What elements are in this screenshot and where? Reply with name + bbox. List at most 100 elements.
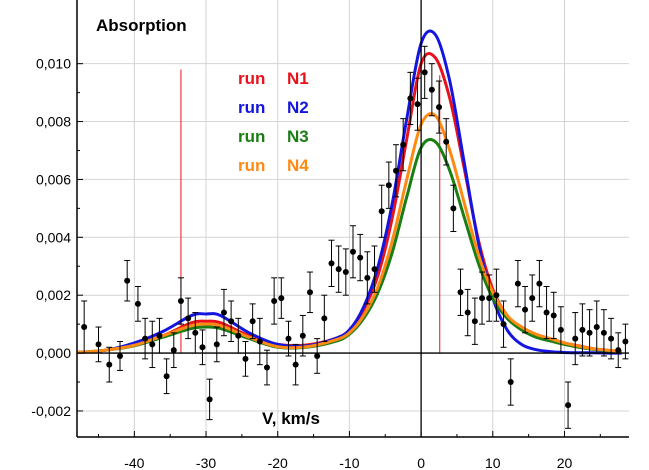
- x-tick-label: -20: [268, 455, 288, 470]
- data-point: [142, 335, 149, 342]
- data-point: [407, 95, 414, 102]
- y-tick-label: 0,000: [36, 345, 71, 361]
- data-point: [486, 295, 493, 302]
- data-point: [622, 338, 629, 345]
- data-point: [357, 254, 364, 261]
- y-tick-label: -0,002: [31, 403, 71, 419]
- data-point: [450, 205, 457, 212]
- x-tick-labels: -40 -30 -20 -10 0 10 20: [124, 455, 572, 470]
- y-tick-label: 0,006: [36, 171, 71, 187]
- data-point: [328, 260, 335, 267]
- data-point: [550, 312, 557, 319]
- y-tick-label: 0,002: [36, 287, 71, 303]
- data-point: [285, 335, 292, 342]
- data-point: [557, 326, 564, 333]
- y-axis-label: Absorption: [96, 16, 187, 35]
- data-point: [124, 277, 131, 284]
- data-point: [493, 292, 500, 299]
- observed-points: [81, 45, 629, 429]
- data-point: [579, 326, 586, 333]
- data-point: [192, 329, 199, 336]
- data-point: [156, 332, 163, 339]
- legend-label-word: run: [238, 98, 265, 117]
- data-point: [95, 341, 102, 348]
- data-point: [593, 324, 600, 331]
- model-curves: [76, 29, 622, 355]
- data-point: [364, 274, 371, 281]
- data-point: [306, 289, 313, 296]
- x-tick-label: -40: [124, 455, 144, 470]
- data-point: [206, 396, 213, 403]
- data-point: [536, 280, 543, 287]
- legend-label-id: N4: [287, 156, 309, 175]
- legend-label-word: run: [238, 156, 265, 175]
- data-point: [428, 86, 435, 93]
- legend-label-id: N2: [287, 98, 309, 117]
- data-point: [228, 318, 235, 325]
- y-tick-labels: -0,002 0,000 0,002 0,004 0,006 0,008 0,010: [31, 56, 71, 419]
- data-point: [271, 297, 278, 304]
- data-point: [507, 379, 514, 386]
- data-point: [106, 361, 113, 368]
- data-point: [385, 182, 392, 189]
- data-point: [608, 335, 615, 342]
- x-tick-label: 10: [485, 455, 501, 470]
- data-point: [600, 329, 607, 336]
- legend-label-id: N1: [287, 69, 309, 88]
- data-point: [335, 266, 342, 273]
- data-point: [249, 318, 256, 325]
- data-point: [500, 321, 507, 328]
- legend: run N1 run N2 run N3 run N4: [238, 69, 309, 175]
- data-point: [457, 289, 464, 296]
- data-point: [263, 364, 270, 371]
- data-point: [471, 318, 478, 325]
- data-point: [149, 341, 156, 348]
- data-point: [586, 329, 593, 336]
- data-point: [117, 352, 124, 359]
- legend-label-id: N3: [287, 127, 309, 146]
- data-point: [220, 309, 227, 316]
- legend-label-word: run: [238, 69, 265, 88]
- data-point: [185, 315, 192, 322]
- data-point: [292, 361, 299, 368]
- x-tick-label: -10: [339, 455, 359, 470]
- data-point: [414, 101, 421, 108]
- data-point: [393, 167, 400, 174]
- data-point: [134, 300, 141, 307]
- data-point: [321, 315, 328, 322]
- data-point: [350, 248, 356, 255]
- x-tick-label: 20: [557, 455, 573, 470]
- grid: [77, 0, 629, 437]
- data-point: [436, 104, 443, 111]
- data-point: [479, 295, 486, 302]
- data-point: [522, 306, 529, 313]
- data-point: [299, 332, 306, 339]
- data-point: [400, 141, 407, 148]
- data-point: [615, 347, 622, 354]
- series-line-3: [76, 138, 622, 354]
- data-point: [421, 69, 428, 76]
- data-point: [170, 347, 177, 354]
- data-point: [278, 295, 285, 302]
- data-point: [163, 373, 170, 380]
- data-point: [177, 297, 184, 304]
- data-point: [342, 269, 349, 276]
- data-point: [543, 309, 550, 316]
- data-point: [199, 344, 206, 351]
- data-point: [464, 309, 471, 316]
- data-point: [514, 280, 521, 287]
- y-tick-label: 0,004: [36, 229, 71, 245]
- data-point: [81, 324, 88, 331]
- data-point: [565, 402, 572, 409]
- y-tick-label: 0,010: [36, 56, 71, 72]
- data-point: [256, 338, 263, 345]
- data-point: [242, 355, 249, 362]
- data-point: [572, 335, 579, 342]
- x-axis-label: V, km/s: [262, 409, 320, 428]
- y-tick-label: 0,008: [36, 114, 71, 130]
- data-point: [371, 266, 378, 273]
- axis-frame: [76, 0, 629, 438]
- series-line-4: [76, 112, 622, 354]
- data-point: [235, 332, 242, 339]
